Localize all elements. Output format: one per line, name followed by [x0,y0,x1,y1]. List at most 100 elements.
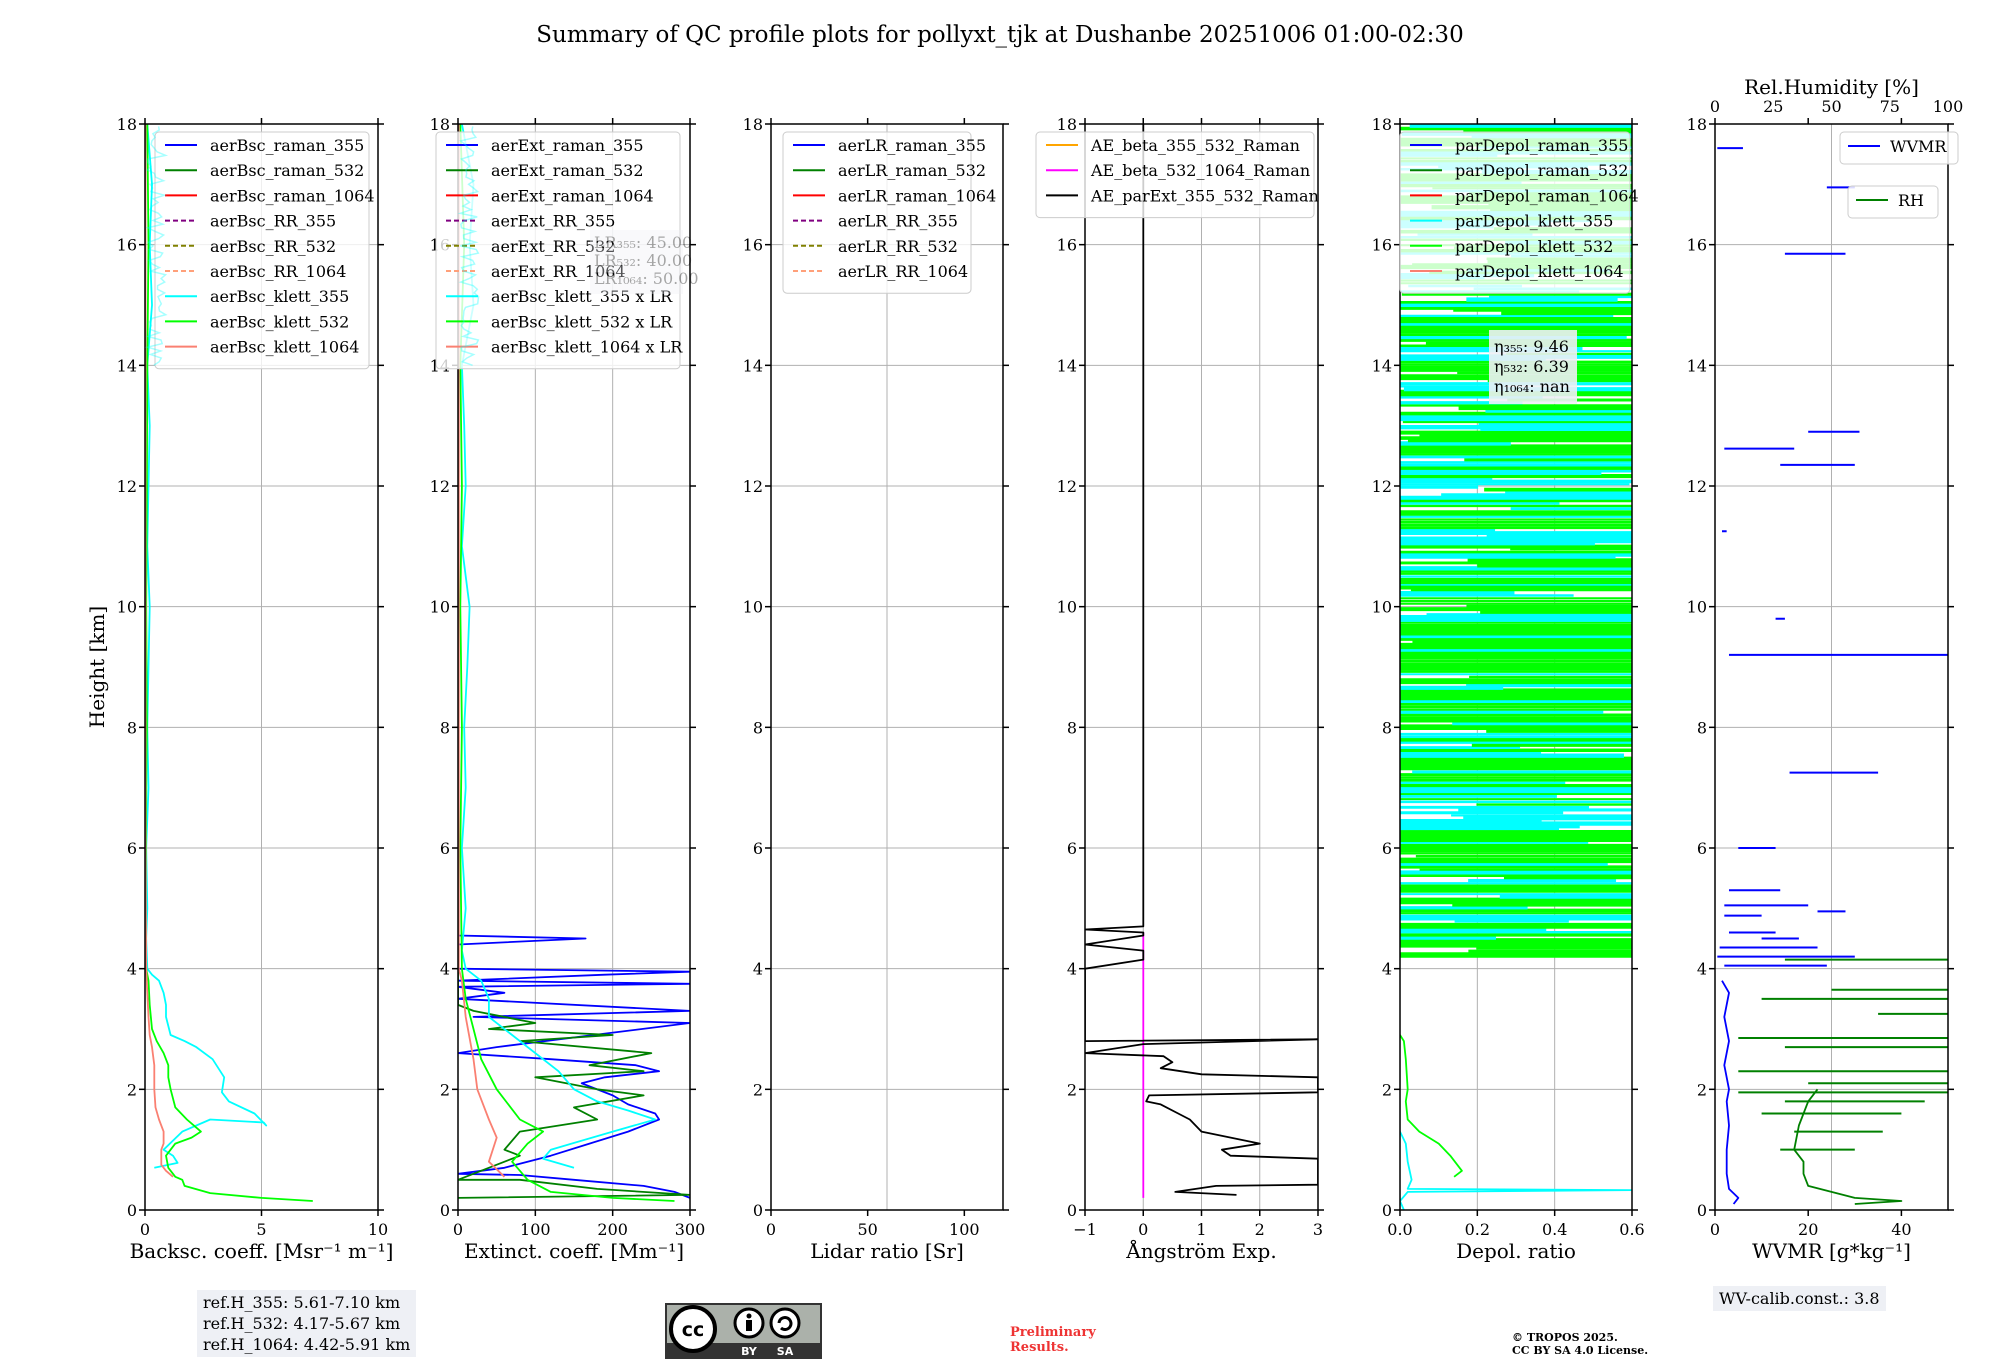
legend-label: aerBsc_klett_532 x LR [491,312,673,331]
preliminary-line-2: Results. [1010,1340,1069,1355]
series-line-parDepol_klett_532 [1400,1034,1463,1178]
x-tick-label: 100 [520,1220,551,1239]
y-tick-label: 18 [430,115,450,134]
y-tick-label: 18 [1372,115,1392,134]
cc-license-badge: cc BY SA [665,1303,822,1359]
legend-label: aerLR_RR_355 [838,212,958,231]
legend-label: aerBsc_klett_355 [210,287,349,306]
series-line-aerBsc_klett_1064 x LR [458,124,506,1178]
y-tick-label: 0 [1697,1201,1707,1220]
series-line-AE_parExt_355_532_Raman [1085,124,1318,1196]
lr-annotation-bg [590,230,683,294]
legend-label: aerLR_raman_532 [838,161,986,180]
x-tick-label: 0.2 [1465,1220,1490,1239]
x-tick-label: −1 [1073,1220,1097,1239]
legend-label: aerExt_RR_532 [491,237,615,256]
y-tick-label: 12 [1372,477,1392,496]
y-tick-label: 4 [1697,960,1707,979]
y-tick-label: 16 [117,236,137,255]
legend: aerBsc_raman_355 aerBsc_raman_532 aerBsc_r… [154,131,375,370]
ref-height-1064: ref.H_1064: 4.42-5.91 km [203,1335,411,1354]
ref-height-532: ref.H_532: 4.17-5.67 km [203,1314,401,1333]
legend-box [1399,131,1631,294]
data-layer [1085,124,1318,1198]
axes-frame [1714,123,1949,1211]
y-tick-label: 6 [1697,839,1707,858]
y-tick-label: 16 [1687,236,1707,255]
y-tick-label: 10 [743,598,763,617]
y-tick-label: 18 [1057,115,1077,134]
x-tick-label: 0 [453,1220,463,1239]
y-tick-label: 0 [1067,1201,1077,1220]
top-x-tick-label: 75 [1880,97,1900,116]
panel-depolarization: 0.0 0.2 0.4 0.6 0 2 4 6 8 10 12 14 16 18 Depol. ratio p… [1372,115,1645,1263]
x-tick-label: 0 [1710,1220,1720,1239]
svg-text:cc: cc [682,1319,705,1341]
y-tick-label: 4 [1067,960,1077,979]
legend-box [1839,131,1959,165]
lr-annotation-line: LR₅₃₂: 40.00 [594,251,692,270]
y-tick-label: 8 [440,718,450,737]
y-tick-label: 2 [1382,1080,1392,1099]
x-tick-label: 0.4 [1542,1220,1567,1239]
x-tick-label: 100 [949,1220,980,1239]
eta-annotation-line: η₅₃₂: 6.39 [1494,357,1569,376]
y-tick-label: 8 [1697,718,1707,737]
y-tick-label: 18 [743,115,763,134]
y-tick-label: 10 [1687,598,1707,617]
legend-label: parDepol_raman_1064 [1455,186,1639,205]
copyright-notice: © TROPOS 2025. CC BY SA 4.0 License. [1512,1331,1648,1357]
y-tick-label: 16 [1057,236,1077,255]
y-tick-label: 12 [1687,477,1707,496]
legend-label: aerBsc_klett_1064 [210,338,359,357]
y-tick-label: 6 [1382,839,1392,858]
legend-label: aerBsc_klett_355 x LR [491,287,673,306]
ref-height-355: ref.H_355: 5.61-7.10 km [203,1293,401,1312]
y-tick-label: 12 [1057,477,1077,496]
y-tick-label: 10 [1057,598,1077,617]
legend-box [1035,131,1315,219]
y-tick-label: 6 [440,839,450,858]
y-tick-label: 2 [1697,1080,1707,1099]
x-tick-label: 300 [675,1220,706,1239]
y-tick-label: 6 [753,839,763,858]
figure-title: Summary of QC profile plots for pollyxt_… [536,22,1464,48]
copyright-line-1: © TROPOS 2025. [1512,1331,1618,1344]
y-tick-label: 8 [753,718,763,737]
panel-backscatter: 0 5 10 0 2 4 6 8 10 12 14 16 18 Backsc. coeff. [Msr⁻¹… [85,115,393,1263]
legend-label: AE_parExt_355_532_Raman [1090,186,1319,205]
upper-noise-faint [457,126,480,367]
legend-box [154,131,370,370]
y-tick-label: 2 [1067,1080,1077,1099]
legend-label: aerBsc_RR_532 [210,237,336,256]
x-tick-label: 0.6 [1619,1220,1644,1239]
legend-label: aerExt_raman_355 [491,136,644,155]
x-tick-label: 5 [256,1220,266,1239]
data-layer [1717,147,1948,1205]
y-tick-label: 12 [117,477,137,496]
data-layer [145,124,313,1202]
wv-calib-box: WV-calib.const.: 3.8 [1713,1286,1886,1311]
y-tick-label: 16 [1372,236,1392,255]
eta-annotation-bg [1489,330,1577,404]
legend-label: aerBsc_raman_355 [210,136,364,155]
y-tick-label: 4 [1382,960,1392,979]
series-line-RH [1793,1088,1903,1205]
legend-label: parDepol_raman_532 [1455,161,1628,180]
eta-annotation-line: η₁₀₆₄: nan [1494,377,1570,396]
legend-label: aerLR_RR_1064 [838,262,968,281]
y-tick-label: 4 [753,960,763,979]
x-tick-label: 3 [1313,1220,1323,1239]
y-tick-label: 14 [1057,356,1077,375]
cc-sa-label: SA [777,1345,794,1358]
panel-water_vapor: 0 20 40 0 2 4 6 8 10 12 14 16 18 WVMR [g*kg⁻¹] 0 25 50 75… [1687,75,1964,1263]
x-tick-label: 10 [368,1220,388,1239]
upper-noise-faint [144,126,169,366]
legend-label: aerExt_RR_1064 [491,262,626,281]
x-axis-label: Ångström Exp. [1125,1238,1276,1263]
y-tick-label: 10 [430,598,450,617]
y-tick-label: 4 [440,960,450,979]
legend-label: aerBsc_raman_532 [210,161,364,180]
y-tick-label: 12 [743,477,763,496]
